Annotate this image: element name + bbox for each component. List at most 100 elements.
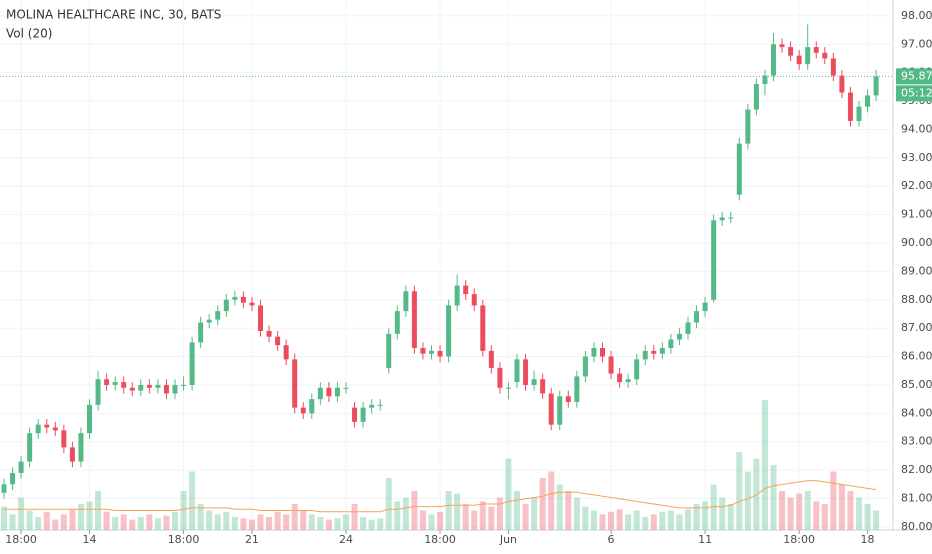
volume-bar <box>864 504 871 530</box>
volume-bar <box>274 511 281 530</box>
candle-body <box>266 331 272 337</box>
candle-body <box>651 350 657 354</box>
volume-bar <box>804 491 811 530</box>
last-price-label: 95.87 <box>901 69 932 82</box>
volume-bar <box>856 497 862 530</box>
volume-bar <box>813 501 820 530</box>
volume-bar <box>590 510 597 530</box>
candle-body <box>283 345 289 360</box>
volume-bar <box>103 511 110 530</box>
volume-bar <box>744 471 751 530</box>
volume-bar <box>308 514 315 530</box>
volume-bar <box>488 506 495 530</box>
candle-body <box>446 305 452 357</box>
candle-body <box>813 47 819 53</box>
volume-bar <box>52 519 59 530</box>
candle-body <box>617 373 623 383</box>
volume-bar <box>189 471 196 530</box>
candle-body <box>300 407 306 414</box>
volume-bar <box>377 518 384 530</box>
candle-body <box>429 350 434 354</box>
volume-bar <box>120 514 127 530</box>
volume-bar <box>197 504 204 530</box>
candle-body <box>497 367 503 388</box>
volume-bar <box>1 506 7 530</box>
volume-bar <box>266 517 273 530</box>
candle-body <box>642 350 648 360</box>
candle-body <box>78 433 84 462</box>
volume-bar <box>18 497 25 530</box>
volume-bar <box>736 452 743 530</box>
volume-bar <box>608 511 615 530</box>
volume-bar <box>847 491 854 530</box>
volume-bar <box>77 504 84 530</box>
volume-bar <box>223 511 230 530</box>
candle-body <box>317 387 323 400</box>
countdown-label: 05:12 <box>901 86 932 99</box>
candle-body <box>540 379 546 394</box>
candle-body <box>87 404 92 434</box>
candle-body <box>121 382 127 388</box>
volume-bar <box>779 491 786 530</box>
candle-body <box>95 379 101 405</box>
volume-bar <box>642 517 649 530</box>
volume-bar <box>291 504 298 530</box>
candle-body <box>736 143 742 195</box>
volume-bar <box>667 510 674 530</box>
x-tick-label: 11 <box>698 533 712 546</box>
x-tick-label: Jun <box>499 533 517 546</box>
candle-body <box>129 387 135 391</box>
candle-body <box>420 348 426 354</box>
volume-bar <box>633 510 640 530</box>
candle-body <box>574 376 580 402</box>
y-tick-label: 86.00 <box>901 350 932 363</box>
y-tick-label: 88.00 <box>901 293 932 306</box>
volume-bar <box>582 506 589 530</box>
volume-bar <box>240 518 247 530</box>
candle-body <box>762 75 768 85</box>
candle-body <box>480 305 486 351</box>
candle-body <box>275 336 281 346</box>
volume-bar <box>206 510 213 530</box>
volume-bar <box>351 504 358 530</box>
volume-bar <box>462 504 469 530</box>
volume-bar <box>770 465 777 530</box>
volume-bar <box>599 514 606 530</box>
candle-body <box>668 339 674 349</box>
candle-body <box>69 447 75 462</box>
volume-bar <box>727 504 734 530</box>
volume-bar <box>531 497 538 530</box>
volume-bar <box>445 491 452 530</box>
volume-bar <box>753 458 760 530</box>
candle-body <box>138 384 144 391</box>
candle-body <box>796 55 802 65</box>
candle-body <box>865 95 871 107</box>
volume-bar <box>360 517 367 530</box>
volume-bar <box>129 519 136 530</box>
y-tick-label: 92.00 <box>901 179 932 192</box>
volume-bar <box>702 501 709 530</box>
volume-bar <box>146 514 153 530</box>
volume-bar <box>454 493 461 530</box>
candle-body <box>352 407 358 422</box>
volume-bar <box>95 491 102 530</box>
x-tick-label: 21 <box>245 533 259 546</box>
candle-body <box>18 461 24 473</box>
y-tick-label: 83.00 <box>901 435 932 448</box>
candle-body <box>411 291 417 349</box>
y-tick-label: 81.00 <box>901 491 932 504</box>
candle-body <box>531 379 537 385</box>
candle-body <box>454 285 460 306</box>
candle-body <box>146 384 152 388</box>
volume-bar <box>368 519 375 530</box>
volume-bar <box>112 517 119 530</box>
volume-bar <box>693 504 700 530</box>
volume-bar <box>69 509 76 530</box>
candle-body <box>685 322 691 334</box>
candle-body <box>223 299 229 312</box>
candle-body <box>505 387 511 389</box>
candle-body <box>779 44 785 48</box>
candle-body <box>52 427 58 431</box>
y-tick-label: 84.00 <box>901 406 932 419</box>
